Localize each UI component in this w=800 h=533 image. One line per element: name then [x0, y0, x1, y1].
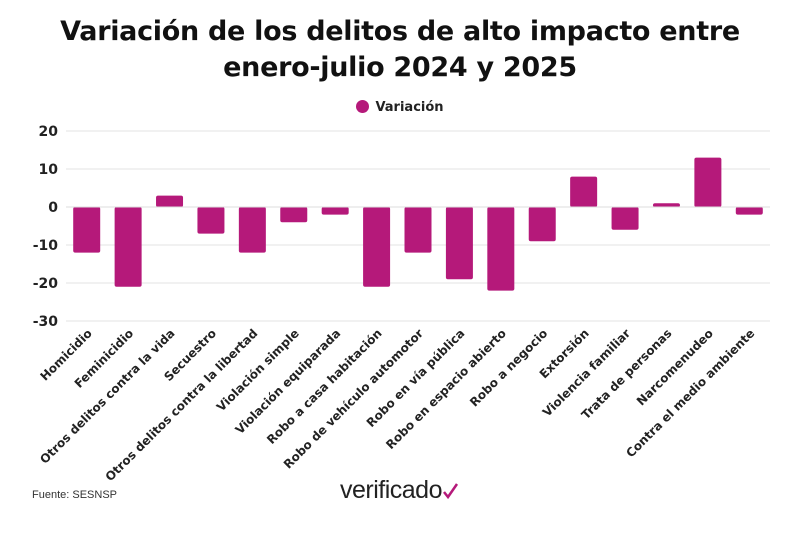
- chart-title: Variación de los delitos de alto impacto…: [0, 14, 800, 86]
- bar: [694, 157, 722, 207]
- y-tick-label: 10: [39, 162, 59, 178]
- bar: [363, 207, 391, 287]
- bar: [611, 207, 639, 230]
- x-tick-label: Robo a negocio: [467, 326, 550, 409]
- bar: [238, 207, 266, 253]
- y-tick-label: 20: [39, 124, 59, 140]
- bar: [570, 176, 598, 207]
- bar: [528, 207, 556, 242]
- bar: [652, 203, 680, 207]
- check-icon: [443, 483, 459, 500]
- legend-swatch: [356, 100, 370, 113]
- chart-title-line-2: enero-julio 2024 y 2025: [223, 52, 577, 83]
- bar: [197, 207, 225, 234]
- y-tick-label: -10: [33, 238, 59, 254]
- logo-text: verificado: [340, 476, 443, 504]
- bar: [114, 207, 142, 287]
- bar: [735, 207, 763, 215]
- bar: [404, 207, 432, 253]
- x-tick-label: Otros delitos contra la libertad: [103, 326, 261, 484]
- chart-title-line-1: Variación de los delitos de alto impacto…: [60, 16, 740, 47]
- y-tick-label: -20: [33, 276, 59, 292]
- legend-label: Variación: [375, 100, 444, 115]
- source-note: Fuente: SESNSP: [32, 489, 117, 501]
- y-tick-label: -30: [33, 314, 59, 330]
- legend: Variación: [0, 100, 800, 115]
- bar: [73, 207, 101, 253]
- bar: [280, 207, 308, 223]
- verificado-logo: verificado: [340, 476, 443, 505]
- y-tick-label: 0: [48, 200, 58, 216]
- bar: [445, 207, 473, 280]
- x-tick-label: Narcomenudeo: [634, 326, 716, 408]
- bar: [487, 207, 515, 291]
- bar: [321, 207, 349, 215]
- bar: [156, 195, 184, 207]
